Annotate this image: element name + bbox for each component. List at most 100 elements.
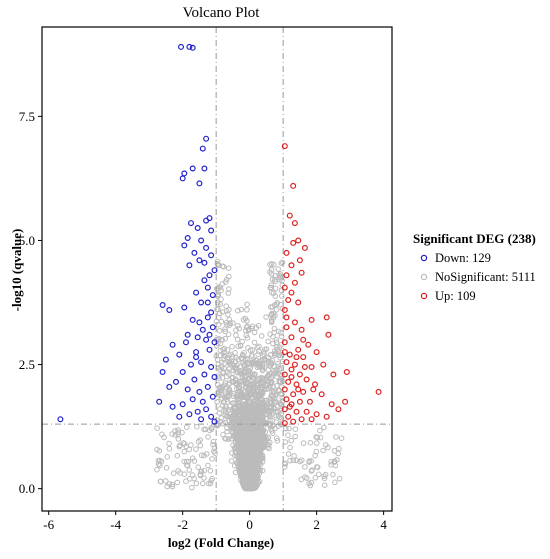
point-nosignificant: [273, 399, 279, 406]
point-nosignificant: [277, 400, 283, 406]
point-nosignificant: [202, 426, 209, 433]
point-nosignificant: [243, 448, 249, 454]
point-nosignificant: [240, 431, 246, 438]
point-nosignificant: [229, 450, 235, 456]
point-nosignificant: [260, 442, 267, 448]
point-nosignificant: [244, 318, 250, 324]
point-up: [296, 371, 303, 378]
point-nosignificant: [257, 456, 263, 462]
point-nosignificant: [250, 405, 256, 412]
point-nosignificant: [269, 310, 275, 317]
legend-marker-down: [420, 254, 428, 262]
legend-label-up: Up: 109: [435, 289, 476, 303]
point-nosignificant: [237, 411, 243, 418]
point-down: [176, 351, 183, 358]
point-nosignificant: [272, 398, 278, 405]
point-nosignificant: [268, 319, 275, 326]
point-nosignificant: [268, 378, 274, 385]
point-nosignificant: [267, 417, 273, 424]
point-nosignificant: [247, 370, 254, 377]
point-nosignificant: [214, 258, 221, 265]
point-nosignificant: [184, 462, 190, 469]
point-nosignificant: [290, 457, 297, 464]
point-nosignificant: [224, 428, 230, 435]
point-nosignificant: [249, 430, 255, 436]
point-nosignificant: [154, 425, 160, 432]
point-up: [281, 349, 288, 356]
point-nosignificant: [245, 444, 252, 451]
point-nosignificant: [223, 276, 230, 283]
point-nosignificant: [277, 271, 284, 277]
point-nosignificant: [249, 452, 256, 459]
point-nosignificant: [273, 412, 279, 419]
point-down: [184, 235, 191, 242]
point-nosignificant: [244, 404, 251, 411]
chart-title: Volcano Plot: [183, 5, 261, 21]
point-up: [306, 398, 313, 405]
legend-label-down: Down: 129: [435, 251, 491, 265]
point-down: [184, 386, 191, 393]
point-nosignificant: [273, 409, 279, 415]
point-nosignificant: [257, 437, 263, 444]
point-nosignificant: [251, 339, 258, 346]
point-nosignificant: [274, 435, 280, 442]
point-nosignificant: [215, 306, 221, 313]
point-nosignificant: [214, 356, 221, 363]
point-up: [328, 401, 335, 408]
point-down: [203, 406, 210, 413]
point-down: [208, 227, 215, 234]
point-down: [193, 354, 200, 361]
point-nosignificant: [302, 474, 308, 481]
point-nosignificant: [228, 423, 235, 429]
x-tick-label: -2: [177, 517, 188, 532]
point-nosignificant: [238, 306, 245, 313]
point-nosignificant: [321, 424, 327, 431]
point-down: [199, 145, 206, 152]
point-nosignificant: [243, 463, 250, 470]
point-up: [293, 408, 300, 415]
point-up: [305, 341, 312, 348]
point-nosignificant: [177, 442, 183, 449]
point-down: [196, 180, 203, 187]
point-nosignificant: [259, 366, 266, 372]
x-axis-title: log2 (Fold Change): [168, 535, 274, 550]
point-nosignificant: [314, 464, 320, 470]
point-nosignificant: [240, 317, 247, 323]
point-nosignificant: [251, 375, 257, 381]
point-up: [290, 239, 297, 246]
point-nosignificant: [216, 328, 223, 334]
point-nosignificant: [264, 444, 271, 450]
point-nosignificant: [273, 391, 280, 398]
point-up: [290, 391, 297, 398]
x-tick-label: 0: [246, 517, 253, 532]
point-down: [188, 220, 195, 227]
point-nosignificant: [262, 346, 268, 353]
point-nosignificant: [325, 444, 331, 451]
point-up: [288, 262, 295, 269]
point-down: [193, 289, 200, 296]
point-up: [283, 359, 290, 366]
point-nosignificant: [258, 333, 265, 339]
point-down: [199, 326, 206, 333]
point-nosignificant: [219, 402, 226, 409]
point-nosignificant: [308, 479, 315, 486]
point-nosignificant: [166, 440, 172, 447]
point-down: [189, 396, 196, 403]
point-nosignificant: [273, 350, 279, 356]
point-up: [283, 314, 290, 321]
point-up: [298, 269, 305, 276]
point-nosignificant: [233, 332, 239, 338]
point-nosignificant: [221, 365, 227, 372]
point-up: [330, 371, 337, 378]
point-nosignificant: [181, 458, 187, 465]
point-down: [201, 277, 208, 284]
point-down: [196, 388, 203, 395]
point-nosignificant: [257, 406, 264, 413]
point-nosignificant: [279, 358, 286, 365]
point-down: [211, 339, 218, 346]
point-nosignificant: [162, 478, 169, 484]
x-tick-label: -4: [110, 517, 121, 532]
point-up: [318, 391, 325, 398]
nonsignificant-points: [154, 258, 345, 492]
point-nosignificant: [279, 259, 286, 266]
